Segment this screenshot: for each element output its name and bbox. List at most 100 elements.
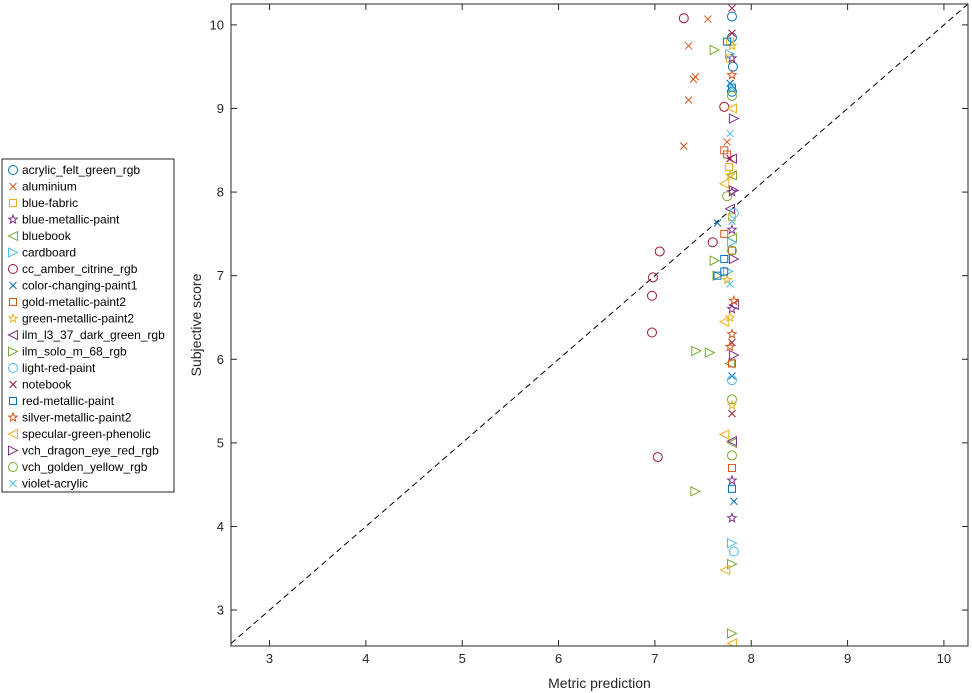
data-point-circle bbox=[722, 191, 733, 202]
data-point-square bbox=[727, 484, 736, 493]
x-tick-label: 7 bbox=[651, 651, 658, 666]
data-point-circle bbox=[728, 546, 739, 557]
data-point-x bbox=[726, 79, 734, 88]
legend-marker-circle bbox=[8, 165, 18, 175]
legend-marker-square bbox=[9, 199, 17, 207]
x-tick-label: 4 bbox=[362, 651, 369, 666]
data-point-square bbox=[723, 37, 732, 46]
legend-entry-label: silver-metallic-paint2 bbox=[22, 411, 132, 425]
legend-entry-label: green-metallic-paint2 bbox=[22, 312, 134, 326]
data-point-triangle-left bbox=[719, 564, 731, 576]
data-point-star bbox=[726, 39, 738, 51]
data-point-x bbox=[728, 4, 736, 13]
data-point-square bbox=[723, 150, 732, 159]
data-point-square bbox=[727, 463, 736, 472]
data-point-x bbox=[726, 280, 734, 288]
data-point-x bbox=[728, 217, 736, 226]
data-point-triangle-right bbox=[712, 270, 724, 281]
data-points bbox=[647, 4, 740, 646]
legend-entry-label: specular-green-phenolic bbox=[22, 427, 151, 441]
y-tick-label: 8 bbox=[217, 185, 224, 200]
x-tick-label: 9 bbox=[844, 651, 851, 666]
data-point-star bbox=[726, 69, 738, 80]
data-point-x bbox=[726, 129, 734, 138]
legend-marker-star bbox=[7, 411, 19, 423]
data-point-star bbox=[724, 311, 736, 323]
x-tick-label: 6 bbox=[555, 651, 562, 666]
legend-marker-triangle-left bbox=[7, 329, 18, 341]
data-point-triangle-right bbox=[726, 537, 738, 549]
legend: acrylic_felt_green_rgb aluminium blue-fabr… bbox=[1, 158, 175, 493]
data-point-x bbox=[723, 138, 732, 146]
data-point-star bbox=[726, 399, 738, 411]
identity-reference-line bbox=[231, 4, 968, 644]
legend-entry-label: vch_golden_yellow_rgb bbox=[22, 460, 148, 474]
data-point-star bbox=[726, 512, 738, 523]
data-point-circle bbox=[678, 13, 689, 24]
legend-entry-label: gold-metallic-paint2 bbox=[22, 295, 126, 309]
y-tick-label: 10 bbox=[210, 17, 224, 32]
data-point-square bbox=[727, 359, 736, 368]
data-point-star bbox=[726, 328, 738, 339]
legend-marker-x bbox=[9, 380, 17, 389]
legend-entry-label: vch_dragon_eye_red_rgb bbox=[22, 444, 159, 458]
data-point-square bbox=[725, 163, 734, 172]
data-point-triangle-right bbox=[728, 113, 740, 124]
data-point-star bbox=[728, 294, 740, 306]
data-point-square bbox=[713, 271, 722, 280]
x-tick-label: 8 bbox=[748, 651, 755, 666]
axes: 3 4 5 6 7 8 9 10 3 4 5 6 7 8 9 10 bbox=[210, 4, 968, 666]
data-point-square bbox=[720, 146, 729, 155]
legend-marker-triangle-right bbox=[8, 445, 19, 456]
y-tick-label: 3 bbox=[217, 603, 224, 618]
x-tick-label: 3 bbox=[266, 651, 273, 666]
data-point-circle bbox=[707, 237, 718, 248]
legend-marker-circle bbox=[8, 264, 18, 274]
legend-entry-label: red-metallic-paint bbox=[22, 394, 115, 408]
legend-marker-circle bbox=[8, 462, 18, 472]
legend-entry-label: acrylic_felt_green_rgb bbox=[22, 163, 140, 177]
legend-marker-x bbox=[9, 182, 17, 191]
legend-entry-label: ilm_l3_37_dark_green_rgb bbox=[22, 328, 165, 342]
x-tick-label: 5 bbox=[459, 651, 466, 666]
legend-marker-x bbox=[9, 479, 17, 488]
legend-marker-x bbox=[9, 281, 17, 290]
legend-entry-label: cardboard bbox=[22, 246, 76, 260]
data-point-triangle-left bbox=[718, 316, 730, 327]
legend-marker-triangle-right bbox=[8, 247, 19, 258]
data-point-triangle-right bbox=[726, 628, 738, 639]
data-point-triangle-right bbox=[728, 349, 740, 361]
x-tick-label: 10 bbox=[937, 651, 951, 666]
data-point-triangle-right bbox=[726, 236, 738, 248]
data-point-x bbox=[679, 142, 688, 150]
data-point-x bbox=[713, 219, 722, 227]
legend-marker-star bbox=[7, 312, 19, 324]
legend-marker-square bbox=[9, 397, 17, 405]
data-point-star bbox=[726, 223, 738, 235]
data-point-star bbox=[724, 340, 736, 352]
legend-entry-label: cc_amber_citrine_rgb bbox=[22, 262, 138, 276]
plot-area bbox=[231, 4, 968, 646]
data-point-circle bbox=[654, 246, 665, 257]
data-point-circle bbox=[726, 11, 737, 22]
data-point-triangle-right bbox=[728, 185, 740, 196]
legend-entry-label: ilm_solo_m_68_rgb bbox=[22, 345, 127, 359]
data-point-x bbox=[704, 15, 712, 23]
data-point-x bbox=[726, 154, 734, 163]
legend-entry-label: bluebook bbox=[22, 229, 72, 243]
y-tick-label: 4 bbox=[217, 519, 224, 534]
data-point-circle bbox=[726, 394, 737, 405]
y-tick-label: 6 bbox=[217, 352, 224, 367]
legend-entry-label: blue-metallic-paint bbox=[22, 213, 120, 227]
data-point-circle bbox=[647, 272, 658, 283]
data-point-x bbox=[728, 409, 736, 418]
y-tick-label: 5 bbox=[217, 435, 224, 450]
data-point-star bbox=[726, 474, 738, 486]
legend-entry-label: notebook bbox=[22, 378, 72, 392]
legend-entry-label: color-changing-paint1 bbox=[22, 279, 138, 293]
data-point-circle bbox=[728, 207, 739, 218]
data-point-circle bbox=[719, 101, 730, 112]
data-point-triangle-right bbox=[709, 44, 721, 56]
data-point-triangle-right bbox=[691, 345, 702, 357]
